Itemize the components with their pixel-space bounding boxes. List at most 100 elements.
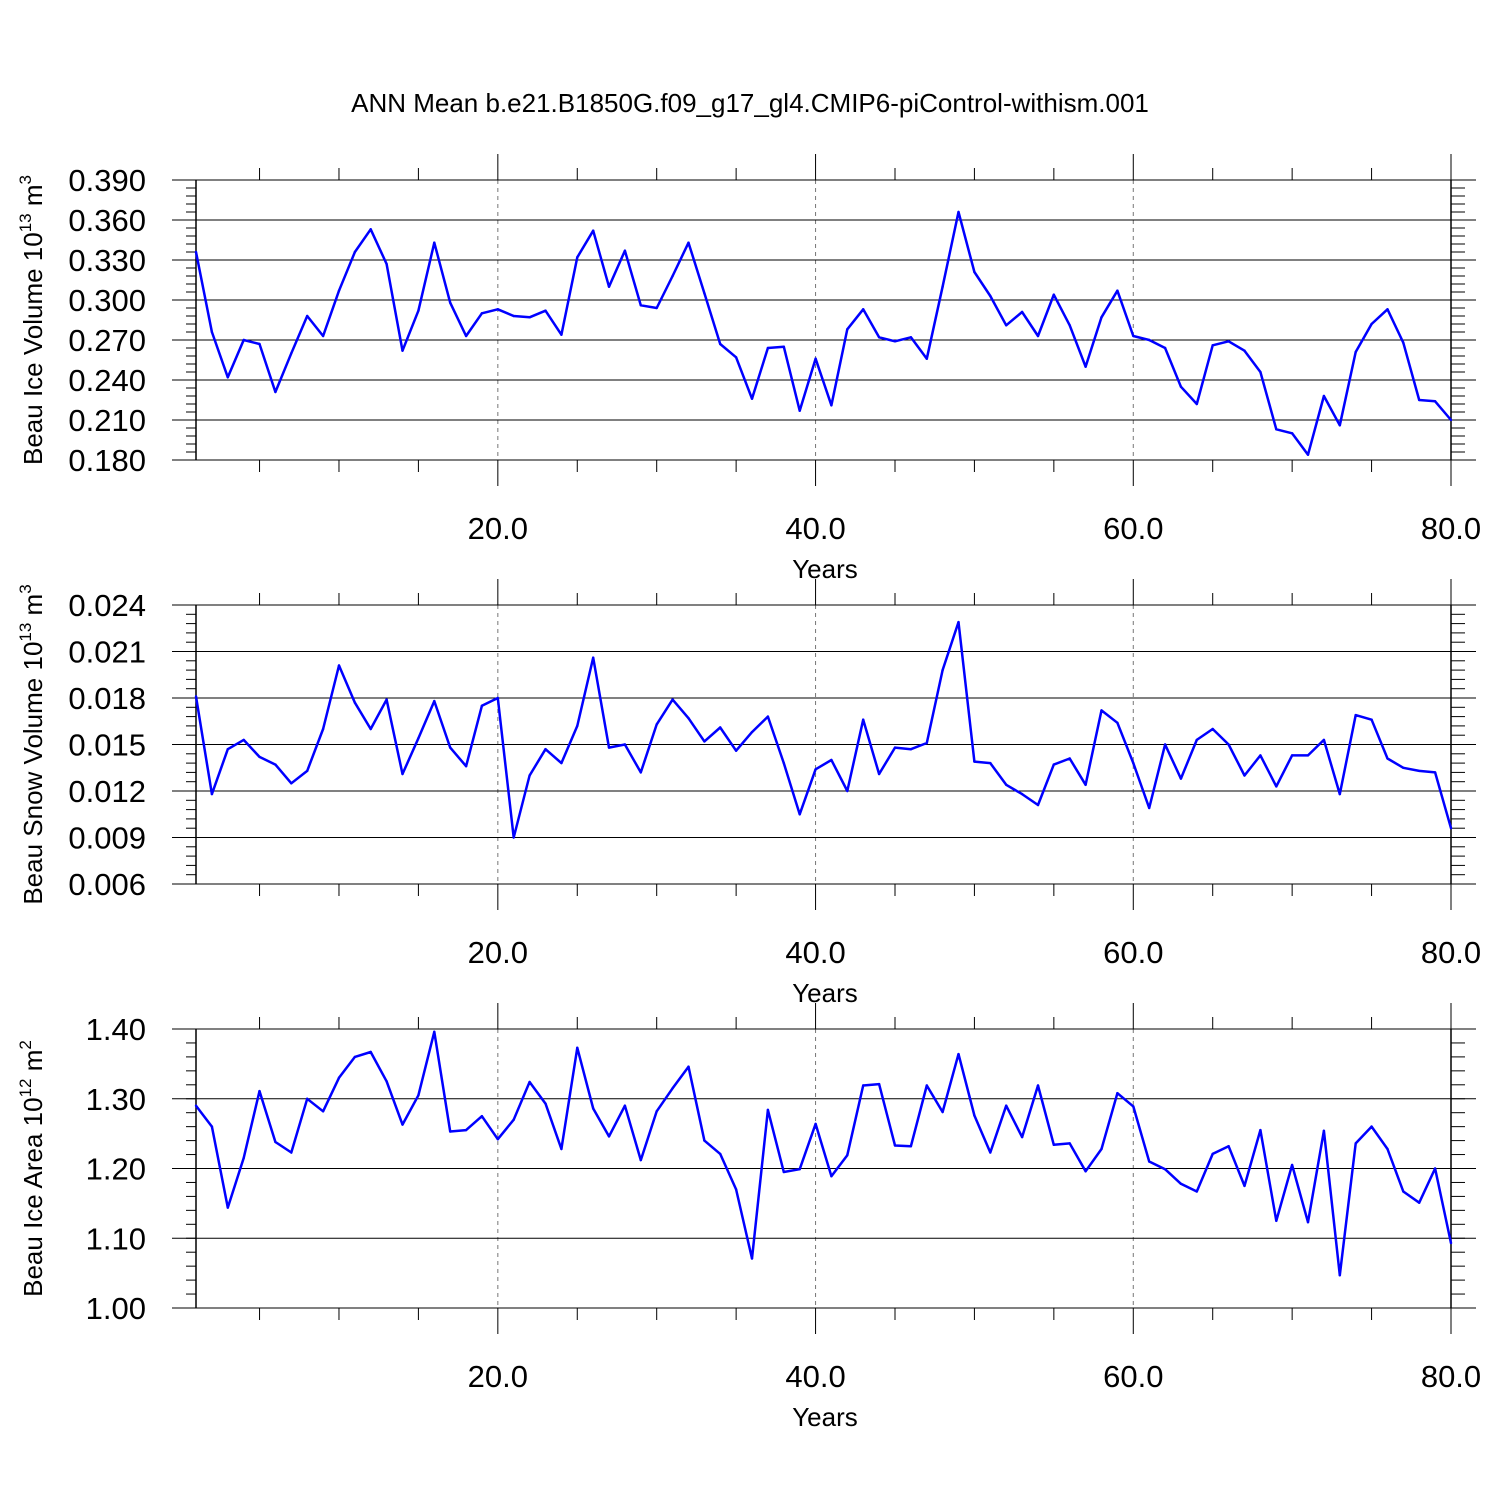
panel-3: 1.40 1.30 1.20 1.10 1.00 20.0 40.0 60.0 80.0 Year…	[16, 1003, 1481, 1432]
data-point	[417, 737, 420, 740]
data-point	[846, 789, 849, 793]
y-tick-label: 0.390	[68, 163, 146, 198]
data-point	[830, 758, 833, 762]
data-point	[1036, 334, 1040, 338]
data-point	[1433, 400, 1437, 403]
x-tick-label: 20.0	[468, 511, 528, 546]
data-point	[1068, 1142, 1071, 1145]
data-point	[385, 262, 388, 266]
data-point	[1370, 1125, 1373, 1128]
data-point	[1195, 1190, 1199, 1193]
data-point	[321, 1110, 325, 1113]
data-point	[353, 701, 357, 704]
data-point	[226, 748, 229, 751]
data-point	[1148, 806, 1151, 810]
data-point	[226, 376, 229, 379]
data-point	[512, 1118, 515, 1121]
data-point	[1227, 743, 1230, 746]
data-point	[798, 1168, 801, 1171]
y-axis-label: Beau Ice Area 1012 m2	[16, 1040, 48, 1297]
data-point	[1163, 1168, 1167, 1171]
data-point	[1116, 721, 1119, 724]
data-point	[560, 1147, 563, 1151]
data-point	[941, 668, 944, 672]
data-point	[893, 1144, 897, 1147]
data-point	[909, 1145, 913, 1148]
data-point	[401, 1123, 404, 1126]
data-point	[750, 730, 754, 734]
data-point	[1005, 324, 1008, 327]
data-point	[544, 748, 547, 751]
data-point	[1433, 771, 1437, 774]
data-point	[941, 285, 944, 288]
data-point	[1020, 792, 1024, 796]
data-point	[528, 316, 531, 319]
data-point	[782, 1170, 785, 1174]
data-point	[1338, 1274, 1342, 1277]
x-axis-label: Years	[792, 554, 858, 584]
data-point	[814, 1122, 817, 1126]
data-point	[989, 1151, 992, 1154]
data-point	[1290, 754, 1294, 757]
data-point	[321, 727, 325, 731]
y-tick-label: 1.10	[86, 1221, 146, 1256]
data-point	[1020, 310, 1024, 314]
data-point	[814, 768, 817, 771]
data-point	[655, 723, 658, 726]
data-point	[1148, 1160, 1151, 1163]
data-point	[957, 210, 960, 214]
y-axis-label: Beau Ice Volume 1013 m3	[16, 175, 48, 465]
data-point	[290, 1151, 293, 1154]
data-point	[766, 346, 770, 350]
data-point	[258, 755, 261, 759]
data-point	[337, 664, 341, 667]
data-point	[862, 718, 865, 721]
data-point	[893, 340, 897, 343]
data-point	[671, 698, 674, 701]
data-point	[1243, 774, 1246, 777]
data-point	[1243, 349, 1246, 352]
x-axis-label: Years	[792, 978, 858, 1008]
x-tick-label: 60.0	[1103, 935, 1163, 970]
data-point	[306, 769, 309, 773]
data-point	[719, 726, 722, 729]
data-point	[1306, 754, 1310, 757]
data-point	[258, 1089, 261, 1093]
data-point	[1005, 783, 1008, 786]
data-point	[782, 345, 785, 348]
y-tick-label: 1.40	[86, 1012, 146, 1047]
data-point	[719, 342, 722, 346]
x-tick-label: 20.0	[468, 1359, 528, 1394]
data-point	[607, 1135, 611, 1138]
data-point	[242, 1156, 245, 1160]
data-point	[1084, 783, 1087, 786]
data-point	[1084, 1170, 1087, 1173]
data-point	[1418, 1201, 1421, 1204]
data-point	[877, 1082, 881, 1086]
data-point	[941, 1110, 944, 1114]
data-point	[623, 249, 627, 252]
data-point	[1259, 370, 1262, 374]
data-point	[528, 774, 531, 777]
data-point	[496, 696, 499, 700]
data-point	[449, 1130, 452, 1133]
data-point	[274, 1140, 277, 1144]
data-point	[1370, 718, 1373, 721]
data-point	[862, 1084, 865, 1087]
data-point	[496, 1138, 499, 1141]
data-point	[369, 228, 372, 231]
data-point	[194, 250, 198, 254]
data-point	[1449, 418, 1453, 422]
data-point	[1290, 432, 1294, 435]
data-point	[337, 1076, 341, 1080]
data-point	[925, 357, 928, 360]
data-point	[401, 772, 404, 776]
y-tick-label: 0.006	[68, 867, 146, 902]
data-point	[1052, 1143, 1056, 1147]
y-tick-label: 0.210	[68, 403, 146, 438]
y-tick-label: 0.012	[68, 774, 146, 809]
data-point	[1036, 803, 1040, 807]
data-point	[290, 782, 293, 785]
data-point	[1148, 338, 1151, 342]
data-point	[480, 312, 484, 315]
